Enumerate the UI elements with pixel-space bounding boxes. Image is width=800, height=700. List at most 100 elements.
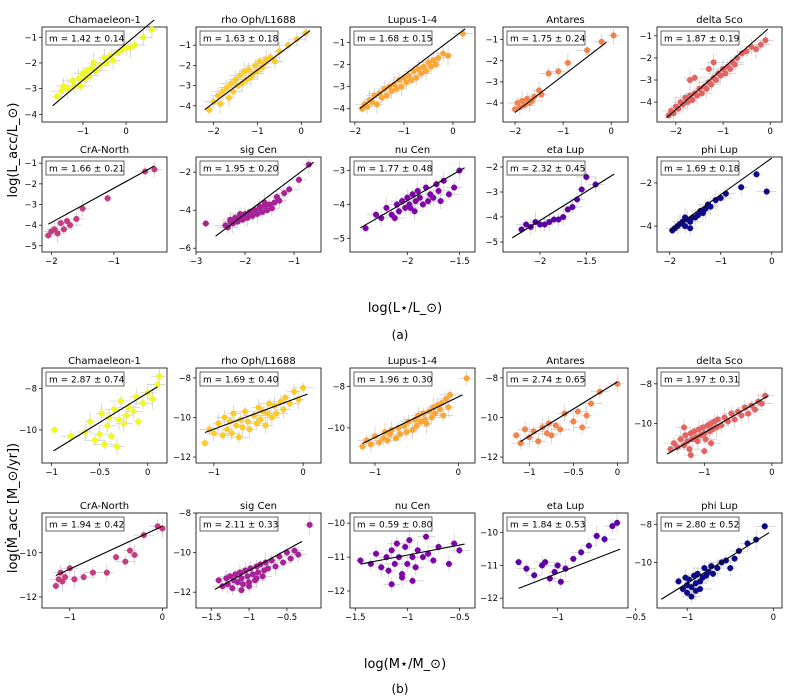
data-point <box>280 559 287 566</box>
data-point <box>266 400 273 407</box>
data-point <box>214 92 221 99</box>
y-tick-label: −3 <box>485 78 498 88</box>
data-point <box>111 406 118 413</box>
data-point <box>131 41 138 49</box>
data-point <box>463 375 470 382</box>
data-point <box>763 188 770 195</box>
panel-b-8: nu Cen m = 0.59 ± 0.80 −1.5 −1 −0.5 −12 −11 −10 <box>327 501 476 623</box>
slope-label-box <box>199 160 279 176</box>
data-point <box>515 559 522 566</box>
data-point <box>202 220 209 227</box>
data-point <box>698 90 705 97</box>
fit-line <box>511 173 615 239</box>
y-tick-label: −5 <box>485 238 498 248</box>
panel-title: phi Lup <box>701 501 738 512</box>
data-point <box>753 46 760 53</box>
data-point <box>385 567 392 574</box>
panel-b-9: eta Lup m = 1.84 ± 0.53 −1 −0.5 −12 −11 −10 <box>480 501 646 623</box>
data-point <box>73 215 80 223</box>
data-point <box>687 452 694 459</box>
fit-line <box>669 157 773 232</box>
data-point <box>268 205 276 212</box>
x-tick-label: −0.5 <box>449 613 470 623</box>
slope-label: m = 1.87 ± 0.19 <box>664 35 740 45</box>
data-point <box>282 394 289 401</box>
data-point <box>446 391 454 398</box>
data-point <box>87 418 94 425</box>
slope-label: m = 2.74 ± 0.65 <box>510 376 585 386</box>
data-point <box>63 217 71 225</box>
data-point <box>251 207 258 214</box>
data-point <box>229 585 236 592</box>
y-tick-label: −1 <box>332 38 345 48</box>
slope-label-box <box>660 516 740 532</box>
x-tick-label: 0 <box>615 468 620 478</box>
slope-label: m = 1.97 ± 0.31 <box>664 376 739 386</box>
data-point <box>242 408 249 415</box>
data-point <box>542 559 549 566</box>
slope-label-box <box>506 160 586 176</box>
data-point <box>89 569 96 576</box>
data-point <box>412 564 419 571</box>
data-point <box>686 446 693 453</box>
data-point <box>384 437 391 444</box>
panel-title: sig Cen <box>240 145 277 156</box>
slope-label-box <box>506 371 586 387</box>
data-point <box>223 84 230 91</box>
data-point <box>708 81 715 88</box>
data-point <box>239 424 246 431</box>
slope-label-box <box>353 516 433 532</box>
data-point <box>437 198 444 205</box>
data-point <box>238 587 245 594</box>
y-tick-label: −12 <box>327 587 345 597</box>
data-point <box>264 565 272 572</box>
y-tick-label: −10 <box>173 413 191 423</box>
slope-label-box <box>660 371 740 387</box>
data-point <box>423 420 430 427</box>
data-point <box>751 406 759 413</box>
data-point <box>702 436 709 443</box>
y-tick-label: −12 <box>173 453 191 463</box>
data-point <box>687 225 694 232</box>
data-point <box>584 47 591 54</box>
slope-label: m = 2.80 ± 0.52 <box>664 521 739 531</box>
x-tick-label: −1 <box>523 468 536 478</box>
panel-title: CrA-North <box>80 145 129 156</box>
slope-label: m = 2.32 ± 0.45 <box>510 165 585 175</box>
data-point <box>396 431 404 438</box>
x-tick-label: −2 <box>670 127 683 137</box>
y-tick-label: −1 <box>485 36 498 46</box>
data-point <box>548 432 555 439</box>
data-point <box>236 72 243 79</box>
y-tick-label: −8 <box>332 383 345 393</box>
y-tick-label: −3 <box>332 167 345 177</box>
data-point <box>104 195 111 202</box>
x-tick-label: −1 <box>401 613 414 623</box>
slope-label: m = 1.63 ± 0.18 <box>203 35 279 45</box>
data-point <box>689 96 696 103</box>
y-tick-label: −4 <box>485 99 498 109</box>
x-tick-label: −1 <box>557 127 570 137</box>
y-tick-label: −8 <box>178 374 191 384</box>
panel-title: sig Cen <box>240 501 277 512</box>
data-point <box>440 412 447 419</box>
panel-title: nu Cen <box>395 145 430 156</box>
data-point <box>376 439 383 446</box>
data-point <box>411 208 418 215</box>
data-point <box>727 65 734 73</box>
data-point <box>210 98 217 105</box>
x-tick-label: 0 <box>450 127 455 137</box>
data-point <box>295 551 302 558</box>
y-tick-label: −2 <box>24 59 37 69</box>
y-tick-label: −5 <box>24 242 37 252</box>
y-tick-label: −1 <box>639 32 652 42</box>
y-tick-label: −4 <box>332 201 345 211</box>
panel-title: phi Lup <box>701 145 738 156</box>
data-point <box>67 222 74 229</box>
panel-a-8: nu Cen m = 1.77 ± 0.48 −2 −1.5 −5 −4 −3 <box>332 145 476 267</box>
x-tick-label: −1 <box>77 127 90 137</box>
data-point <box>753 171 760 178</box>
data-point <box>523 565 530 572</box>
data-point <box>705 65 712 73</box>
